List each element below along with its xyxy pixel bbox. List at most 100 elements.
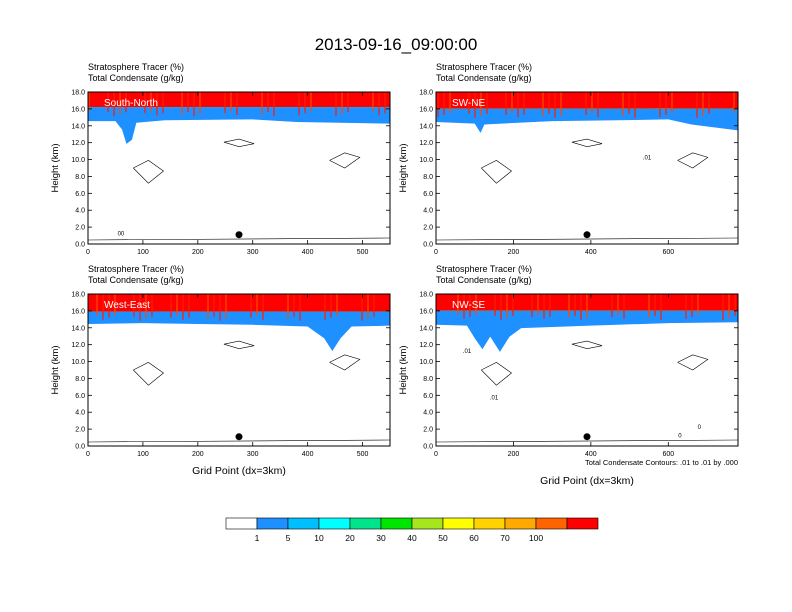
plot-area xyxy=(88,294,390,443)
tracer-streak xyxy=(543,294,545,319)
x-tick-label: 400 xyxy=(302,249,314,256)
tracer-streak xyxy=(230,92,232,112)
colorbar-swatch xyxy=(566,517,599,530)
subtitle-tracer: Stratosphere Tracer (%) xyxy=(88,264,184,274)
tracer-band xyxy=(88,311,390,351)
tracer-streak xyxy=(187,92,189,113)
y-tick-label: 12.0 xyxy=(419,140,433,147)
tracer-band xyxy=(88,107,390,144)
subtitle-tracer: Stratosphere Tracer (%) xyxy=(88,62,184,72)
contour-label: 0 xyxy=(698,425,702,431)
colorbar-label: 50 xyxy=(438,533,448,543)
tracer-streak xyxy=(256,294,258,316)
condensate-contour xyxy=(329,152,361,169)
tracer-streak xyxy=(170,294,172,318)
colorbar-label: 1 xyxy=(255,533,260,543)
contour-label: 00 xyxy=(118,232,125,238)
y-tick-label: 2.0 xyxy=(75,225,85,232)
y-tick-label: 0.0 xyxy=(423,444,433,451)
tracer-streak xyxy=(330,294,332,318)
tracer-streak xyxy=(151,294,153,317)
tracer-streak xyxy=(691,294,693,317)
condensate-contour xyxy=(571,340,603,350)
y-tick-label: 18.0 xyxy=(419,292,433,299)
bottom-right-xlabel: Grid Point (dx=3km) xyxy=(540,475,634,487)
tracer-streak xyxy=(373,294,375,317)
condensate-contour xyxy=(571,138,603,148)
tracer-streak xyxy=(660,294,662,320)
location-marker xyxy=(235,433,243,441)
y-tick-label: 0.0 xyxy=(423,242,433,249)
tracer-streak xyxy=(574,294,576,316)
colorbar-label: 70 xyxy=(500,533,510,543)
colorbar-swatch xyxy=(504,517,537,530)
tracer-streak xyxy=(336,294,338,316)
x-tick-label: 400 xyxy=(302,451,314,458)
condensate-contour xyxy=(223,138,255,148)
surface-contour xyxy=(88,237,390,241)
tracer-streak xyxy=(494,294,496,316)
tracer-streak xyxy=(548,92,550,114)
y-tick-label: 14.0 xyxy=(419,123,433,130)
y-tick-label: 6.0 xyxy=(75,191,85,198)
tracer-streak xyxy=(113,92,115,117)
contour-label: .01 xyxy=(643,156,652,162)
tracer-streak xyxy=(298,92,300,116)
y-tick-label: 12.0 xyxy=(71,140,85,147)
tracer-streak xyxy=(475,294,477,315)
tracer-streak xyxy=(469,294,471,317)
subtitle-tracer: Stratosphere Tracer (%) xyxy=(436,264,532,274)
colorbar-label: 30 xyxy=(376,533,386,543)
tracer-streak xyxy=(341,92,343,115)
tracer-streak xyxy=(181,92,183,115)
location-marker xyxy=(583,231,591,239)
tracer-streak xyxy=(708,92,710,114)
y-tick-label: 12.0 xyxy=(71,342,85,349)
y-tick-label: 6.0 xyxy=(75,393,85,400)
colorbar-swatch xyxy=(473,517,506,530)
tracer-streak xyxy=(685,294,687,319)
tracer-streak xyxy=(585,92,587,115)
tracer-streak xyxy=(654,294,656,316)
panel-2: .01 SW-NE Stratosphere Tracer (%)Total Con… xyxy=(398,62,739,256)
tracer-streak xyxy=(102,294,104,320)
tracer-streak xyxy=(324,294,326,320)
tracer-streak xyxy=(457,294,459,315)
y-tick-label: 4.0 xyxy=(423,208,433,215)
tracer-streak xyxy=(517,92,519,117)
x-tick-label: 500 xyxy=(357,451,369,458)
tracer-streak xyxy=(347,92,349,113)
x-tick-label: 500 xyxy=(357,249,369,256)
colorbar-label: 40 xyxy=(407,533,417,543)
colorbar-swatch xyxy=(349,517,382,530)
tracer-streak xyxy=(150,92,152,112)
subtitle-condensate: Total Condensate (g/kg) xyxy=(436,275,532,285)
plot-frame xyxy=(87,91,391,245)
y-tick-label: 2.0 xyxy=(423,225,433,232)
tracer-streak xyxy=(384,92,386,114)
tracer-streak xyxy=(697,294,699,315)
colorbar-swatch xyxy=(287,517,320,530)
tracer-streak xyxy=(648,294,650,318)
x-tick-label: 100 xyxy=(137,249,149,256)
tracer-streak xyxy=(207,294,209,319)
condensate-contour xyxy=(481,362,512,386)
tracer-streak xyxy=(156,92,158,116)
y-tick-label: 4.0 xyxy=(75,410,85,417)
colorbar-label: 100 xyxy=(529,533,543,543)
y-tick-label: 4.0 xyxy=(75,208,85,215)
x-tick-label: 400 xyxy=(585,249,597,256)
tracer-streak xyxy=(671,92,673,113)
tracer-streak xyxy=(304,92,306,114)
tracer-streak xyxy=(542,92,544,116)
condensate-contour xyxy=(223,340,255,350)
tracer-streak xyxy=(372,92,374,112)
tracer-streak xyxy=(696,92,698,118)
tracer-streak xyxy=(537,294,539,315)
tracer-streak xyxy=(486,92,488,114)
y-axis-label: Height (km) xyxy=(50,345,61,394)
location-marker xyxy=(235,231,243,239)
contour-label: 0 xyxy=(678,434,682,440)
tracer-streak xyxy=(437,92,439,117)
tracer-streak xyxy=(88,92,90,112)
